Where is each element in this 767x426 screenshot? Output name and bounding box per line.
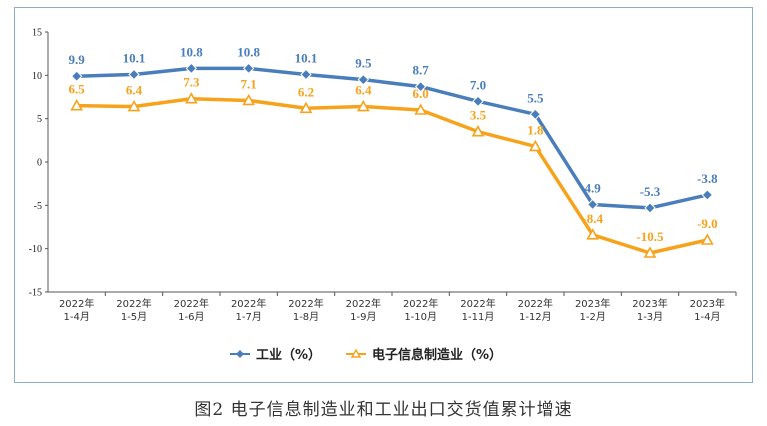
data-label: 10.8 [237,44,260,59]
data-point-triangle [184,92,198,104]
data-point-diamond [242,62,255,75]
data-label: -3.8 [697,171,718,186]
data-label: -8.4 [582,211,603,226]
x-tick-label-year: 2022年 [403,297,438,310]
data-point-triangle [356,99,370,112]
data-label: 6.0 [413,86,429,101]
x-tick-label-year: 2022年 [59,297,94,310]
y-tick-label: -5 [34,201,42,212]
data-label: 7.1 [241,76,257,91]
series-line-1 [76,96,708,255]
axes: 151050-5-10-152022年1-4月2022年1-5月2022年1-6… [29,28,737,323]
data-point-diamond [644,202,656,214]
x-tick-label-year: 2022年 [288,297,323,310]
x-tick-label-year: 2022年 [518,297,553,310]
data-point-triangle [70,99,84,111]
line-chart: 151050-5-10-152022年1-4月2022年1-5月2022年1-6… [29,28,737,363]
x-tick-label-period: 1-3月 [637,311,663,323]
data-point-triangle [528,139,542,152]
y-tick-label: -10 [29,244,42,255]
data-point-diamond [414,80,427,93]
chart-frame: 15 10 5 0 -5 -10 -15 2022年 1-4月 2022年 1-5月 2022年 1-6… [14,7,753,383]
legend-label: 工业（%） [256,347,321,363]
x-tick-label-year: 2023年 [632,297,667,310]
x-tick-label-year: 2023年 [575,297,610,310]
x-tick-label-year: 2022年 [460,297,495,310]
series-line-0 [76,66,708,210]
x-tick-label-year: 2023年 [690,297,725,310]
data-label: -9.0 [697,216,718,231]
data-point-triangle [586,228,600,240]
data-label: 7.3 [183,75,200,90]
x-tick-label-period: 1-5月 [121,311,147,323]
x-tick-label-period: 1-2月 [579,311,605,323]
x-tick-label-year: 2022年 [346,297,381,310]
series-layer [70,62,714,258]
x-tick-label-period: 1-7月 [235,311,261,323]
y-tick-label: 10 [32,71,42,82]
data-label: 6.4 [355,83,372,98]
data-label: -5.3 [640,184,661,199]
data-label: 10.8 [180,44,203,59]
data-point-diamond [529,108,542,121]
x-tick-label-period: 1-12月 [519,311,552,323]
data-point-diamond [472,95,484,108]
x-tick-label-period: 1-10月 [404,311,437,323]
x-tick-label-period: 1-9月 [350,311,376,323]
legend-marker-triangle [350,348,362,358]
x-tick-label-period: 1-11月 [462,311,495,323]
data-label: 3.5 [470,108,487,123]
data-point-diamond [70,70,83,82]
y-tick-label: 0 [37,158,42,169]
data-label: 4.9 [585,180,602,195]
data-label: 7.0 [470,77,486,92]
data-point-triangle [414,103,428,115]
x-tick-label-year: 2022年 [231,297,266,310]
data-label: 6.4 [126,83,143,98]
x-tick-label-period: 1-4月 [694,311,720,323]
data-point-triangle [242,93,256,106]
data-point-diamond [701,189,714,201]
data-label: 9.9 [69,52,86,67]
data-point-triangle [127,99,141,112]
data-label: 6.5 [69,82,86,97]
data-point-triangle [700,233,714,245]
data-label: 10.1 [295,50,318,65]
chart-caption: 图2 电子信息制造业和工业出口交货值累计增速 [194,400,573,420]
x-tick-label-year: 2022年 [116,297,151,310]
data-labels-layer: 9.9 10.1 10.8 10.8 10.1 9.5 8.7 7.0 5.5 4.9 -5.3 -3… [69,44,719,244]
x-tick-label-period: 1-4月 [63,311,89,323]
data-label: 10.1 [123,50,146,65]
data-point-diamond [300,68,312,81]
data-point-diamond [128,68,140,81]
data-point-triangle [299,101,313,114]
data-point-triangle [643,246,657,258]
legend-marker-diamond [236,350,244,358]
data-label: 1.8 [527,122,544,137]
data-point-diamond [586,198,599,211]
y-tick-label: -15 [29,288,42,299]
data-label: 6.2 [298,84,314,99]
data-point-diamond [357,73,370,86]
legend-label: 电子信息制造业（%） [372,347,502,363]
data-label: 5.5 [527,90,544,105]
y-tick-label: 5 [37,114,42,125]
data-label: 9.5 [355,56,372,71]
x-tick-label-year: 2022年 [174,297,209,310]
data-label: -10.5 [636,229,664,244]
y-tick-label: 15 [32,28,42,39]
data-point-triangle [471,125,485,137]
x-tick-label-period: 1-8月 [293,311,319,323]
x-tick-label-period: 1-6月 [178,311,204,323]
data-label: 8.7 [413,63,430,78]
legend: 工业（%） 电子信息制造业（%） [230,347,502,363]
data-point-diamond [185,62,198,75]
